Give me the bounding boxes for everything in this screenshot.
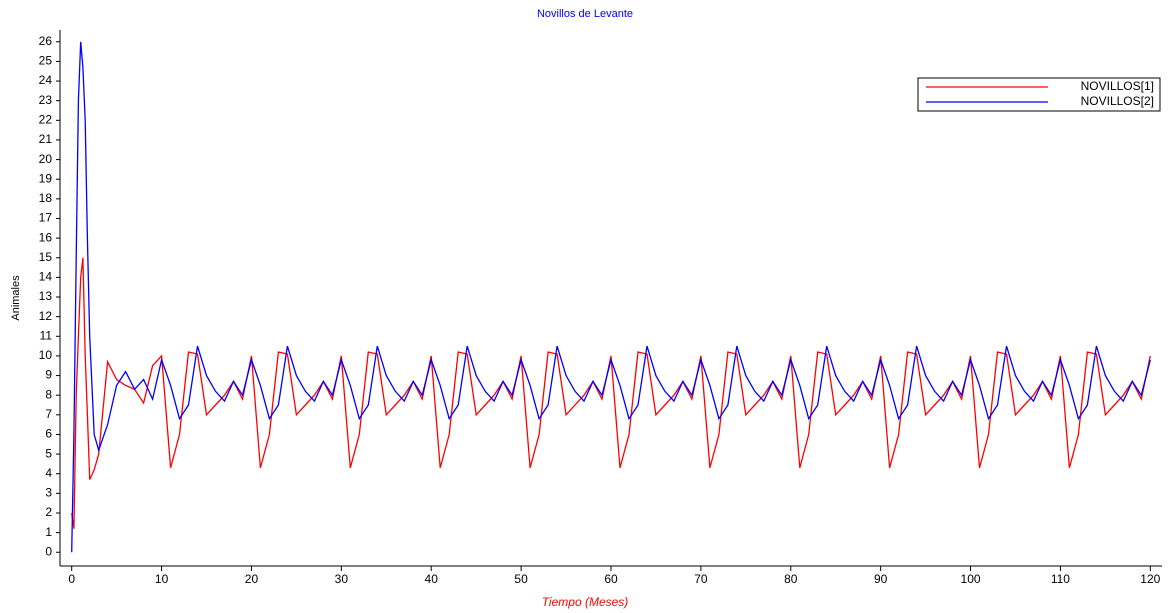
x-axis-label: Tiempo (Meses) — [542, 595, 629, 609]
x-tick-label: 80 — [784, 572, 798, 586]
y-tick-label: 2 — [45, 505, 52, 519]
y-tick-label: 18 — [39, 191, 53, 205]
y-tick-label: 24 — [39, 73, 53, 87]
y-tick-label: 9 — [45, 368, 52, 382]
x-tick-label: 0 — [68, 572, 75, 586]
y-tick-label: 5 — [45, 446, 52, 460]
series-line — [71, 41, 1151, 553]
y-tick-label: 17 — [39, 211, 53, 225]
x-tick-label: 120 — [1140, 572, 1160, 586]
x-tick-label: 70 — [694, 572, 708, 586]
y-tick-label: 13 — [39, 289, 53, 303]
x-tick-label: 50 — [514, 572, 528, 586]
y-tick-label: 21 — [39, 132, 53, 146]
y-axis-label: Animales — [10, 275, 22, 321]
y-tick-label: 16 — [39, 230, 53, 244]
y-tick-label: 11 — [40, 328, 53, 342]
y-tick-label: 15 — [39, 250, 53, 264]
legend-label: NOVILLOS[2] — [1081, 94, 1154, 108]
x-tick-label: 110 — [1051, 572, 1070, 586]
series-line — [71, 257, 1151, 529]
y-tick-label: 8 — [45, 387, 52, 401]
y-tick-label: 7 — [45, 407, 52, 421]
x-tick-label: 90 — [874, 572, 888, 586]
x-tick-label: 40 — [425, 572, 439, 586]
y-tick-label: 22 — [39, 112, 53, 126]
x-tick-label: 10 — [155, 572, 169, 586]
y-tick-label: 19 — [39, 171, 53, 185]
y-tick-label: 23 — [39, 93, 53, 107]
x-tick-label: 30 — [335, 572, 349, 586]
y-tick-label: 26 — [39, 34, 53, 48]
y-tick-label: 3 — [45, 486, 52, 500]
y-tick-label: 6 — [45, 427, 52, 441]
y-tick-label: 4 — [45, 466, 52, 480]
x-tick-label: 100 — [961, 572, 981, 586]
x-tick-label: 20 — [245, 572, 259, 586]
y-tick-label: 25 — [39, 54, 53, 68]
legend-label: NOVILLOS[1] — [1081, 79, 1154, 93]
y-tick-label: 14 — [39, 270, 53, 284]
legend-box — [917, 77, 1161, 112]
chart-title: Novillos de Levante — [537, 8, 633, 20]
y-tick-label: 0 — [45, 544, 52, 558]
y-tick-label: 1 — [45, 525, 52, 539]
y-tick-label: 20 — [39, 152, 53, 166]
y-tick-label: 10 — [39, 348, 53, 362]
y-tick-label: 12 — [39, 309, 53, 323]
x-tick-label: 60 — [604, 572, 618, 586]
